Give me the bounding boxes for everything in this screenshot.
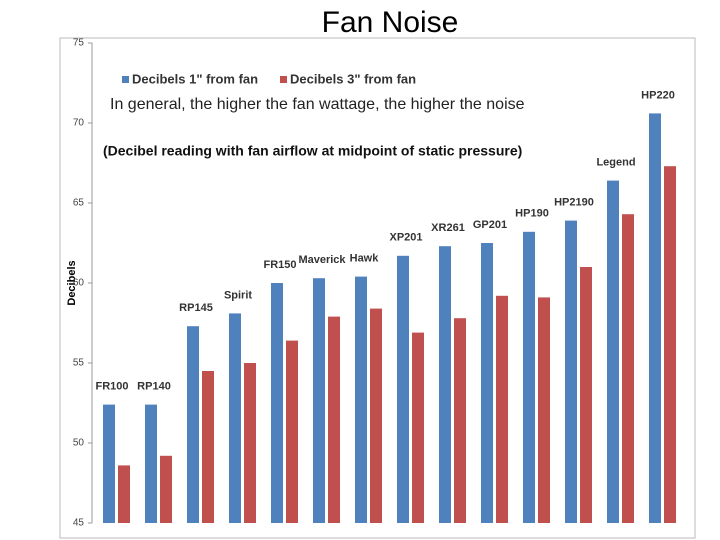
y-tick-label: 70 (73, 118, 85, 129)
bar (118, 465, 130, 523)
bar (580, 267, 592, 523)
bar (538, 297, 550, 523)
bar (145, 404, 157, 523)
y-tick-label: 45 (73, 518, 85, 529)
bar (439, 246, 451, 523)
bar (187, 326, 199, 523)
bar (496, 295, 508, 523)
legend-label: Decibels 3" from fan (290, 71, 416, 86)
bar (523, 231, 535, 524)
bar (355, 276, 367, 523)
annotation: In general, the higher the fan wattage, … (110, 96, 525, 113)
category-label: Maverick (298, 254, 346, 266)
bar (229, 313, 241, 523)
annotation-box (98, 140, 586, 164)
category-label: HP220 (641, 89, 675, 101)
bar (370, 308, 382, 523)
category-label: HP2190 (554, 197, 594, 209)
bar (244, 363, 256, 523)
bar (103, 404, 115, 523)
annotation: (Decibel reading with fan airflow at mid… (103, 143, 522, 159)
bar (565, 220, 577, 523)
bar (397, 255, 409, 524)
plot-frame (59, 37, 696, 539)
category-label: FR100 (95, 381, 128, 393)
legend-swatch (280, 76, 287, 83)
category-label: RP140 (137, 381, 171, 393)
y-tick-label: 60 (73, 278, 85, 289)
category-label: FR150 (263, 259, 296, 271)
annotation-box (102, 92, 602, 118)
legend-label: Decibels 1" from fan (132, 71, 258, 86)
bar (664, 166, 676, 523)
bar (622, 214, 634, 523)
y-tick-label: 55 (73, 358, 85, 369)
bar (649, 113, 661, 524)
legend-swatch (122, 76, 129, 83)
bar (160, 455, 172, 523)
y-axis-label: Decibels (66, 260, 78, 305)
category-label: RP145 (179, 302, 213, 314)
category-label: GP201 (473, 219, 507, 231)
bar (454, 318, 466, 523)
bar (412, 332, 424, 523)
bar (271, 283, 283, 523)
bar (607, 180, 619, 523)
category-label: HP190 (515, 208, 549, 220)
chart-title: Fan Noise (322, 6, 459, 39)
bar (313, 278, 325, 523)
category-label: Hawk (350, 253, 380, 265)
y-tick-label: 65 (73, 198, 85, 209)
category-label: Spirit (224, 289, 252, 301)
y-tick-label: 50 (73, 438, 85, 449)
category-label: XP201 (389, 232, 422, 244)
y-tick-label: 75 (73, 38, 85, 49)
category-label: XR261 (431, 222, 465, 234)
bar (202, 371, 214, 523)
category-label: Legend (596, 157, 635, 169)
bar (286, 340, 298, 523)
bar (481, 243, 493, 523)
bar (328, 316, 340, 523)
